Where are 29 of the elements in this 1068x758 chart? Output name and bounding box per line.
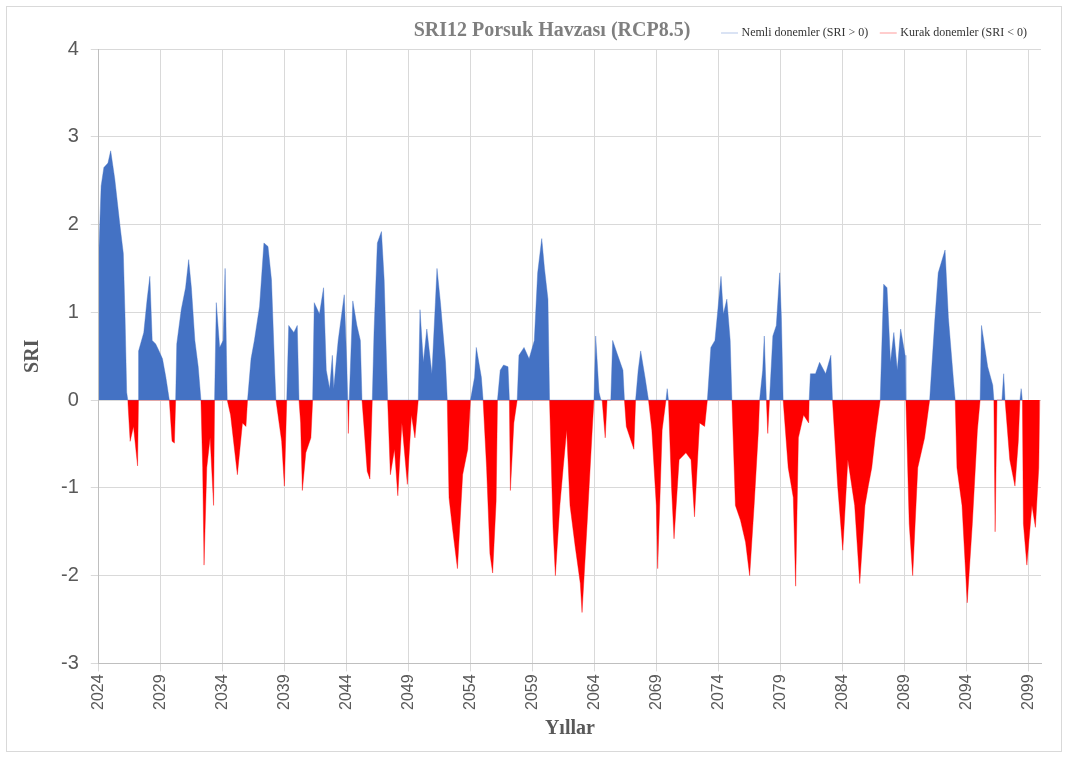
y-tick-label: 0 — [67, 387, 79, 410]
x-tick-label: 2039 — [275, 674, 293, 710]
x-tick-label: 2059 — [523, 674, 541, 710]
y-axis-title: SRI — [20, 339, 43, 373]
y-tick-label: 1 — [67, 299, 79, 322]
x-tick-label: 2089 — [895, 674, 913, 710]
y-tick-label: 2 — [67, 212, 79, 235]
legend-label: Nemli donemler (SRI > 0) — [741, 25, 869, 40]
x-tick-label: 2069 — [647, 674, 665, 710]
x-tick-label: 2084 — [833, 674, 851, 710]
y-tick-label: 4 — [67, 36, 79, 59]
x-tick-label: 2029 — [151, 674, 169, 710]
y-tick-label: -3 — [60, 650, 79, 673]
x-tick-label: 2034 — [213, 674, 231, 710]
legend-label: Kurak donemler (SRI < 0) — [900, 25, 1028, 40]
y-tick-label: -1 — [60, 475, 79, 498]
y-tick-label: 3 — [67, 124, 79, 147]
x-tick-label: 2049 — [399, 674, 417, 710]
x-tick-label: 2044 — [337, 674, 355, 710]
x-tick-label: 2074 — [709, 674, 727, 710]
x-tick-label: 2024 — [89, 674, 107, 710]
chart-title: SRI12 Porsuk Havzası (RCP8.5) — [413, 18, 691, 42]
x-tick-label: 2064 — [585, 674, 603, 710]
x-tick-label: 2094 — [957, 674, 975, 710]
y-tick-label: -2 — [60, 563, 79, 586]
x-tick-label: 2099 — [1019, 674, 1037, 710]
x-tick-label: 2079 — [771, 674, 789, 710]
x-axis-title: Yıllar — [544, 716, 595, 739]
x-tick-label: 2054 — [461, 674, 479, 710]
